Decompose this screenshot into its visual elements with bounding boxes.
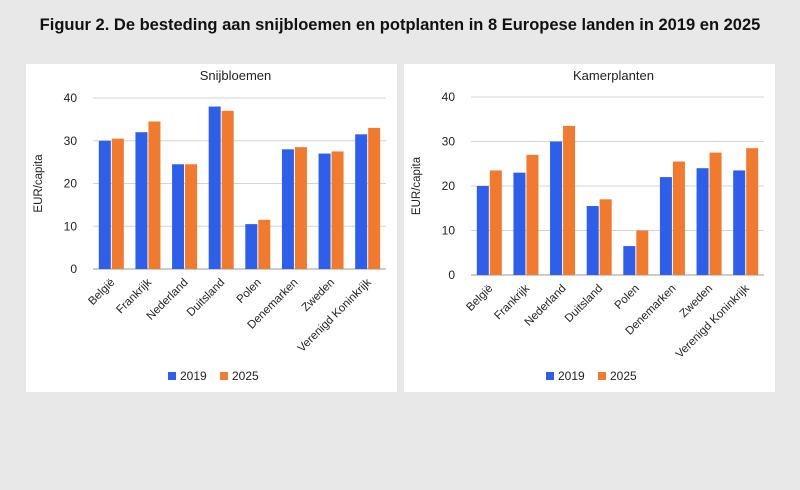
legend-label: 2019 — [180, 369, 207, 383]
bar-2019-2 — [172, 164, 185, 269]
bar-2025-1 — [526, 154, 539, 275]
legend-swatch — [546, 372, 554, 380]
bar-2025-5 — [294, 147, 307, 269]
bar-2019-4 — [623, 246, 636, 275]
x-tick-label: België — [86, 277, 117, 308]
bar-2019-0 — [476, 186, 489, 275]
bar-2025-7 — [746, 148, 759, 275]
x-tick-label: Duitsland — [185, 277, 227, 319]
x-tick-label: Polen — [235, 277, 264, 306]
bar-2025-6 — [709, 152, 722, 275]
bar-2025-4 — [636, 230, 649, 275]
chart-panel-kamerplanten: Kamerplanten 0 10 20 30 40 EUR/capita België Fra… — [404, 64, 775, 392]
bar-2019-2 — [550, 141, 563, 275]
bar-2025-0 — [111, 138, 124, 269]
bar-2019-0 — [98, 140, 111, 269]
x-tick-label: België — [464, 283, 495, 314]
bar-2019-6 — [696, 168, 709, 275]
bar-2025-1 — [148, 121, 161, 269]
bar-2025-3 — [221, 110, 234, 269]
x-tick-label: Zweden — [300, 277, 337, 314]
bar-2019-5 — [281, 149, 294, 269]
bar-2019-4 — [245, 224, 258, 269]
bar-2025-7 — [368, 127, 381, 269]
y-tick-label: 10 — [64, 219, 78, 233]
bar-2019-5 — [659, 177, 672, 275]
x-tick-label: Zweden — [678, 283, 715, 320]
x-tick-label: Polen — [613, 283, 642, 312]
bar-2025-3 — [599, 199, 612, 275]
x-tick-label: Verenigd Koninkrijk — [674, 282, 752, 360]
y-axis-label: EUR/capita — [33, 154, 45, 213]
legend-label: 2025 — [610, 369, 637, 383]
legend-label: 2019 — [558, 369, 585, 383]
y-axis-label: EUR/capita — [411, 156, 423, 215]
y-tick-label: 10 — [442, 224, 456, 238]
bar-2025-2 — [185, 164, 198, 269]
figure-title: Figuur 2. De besteding aan snijbloemen e… — [39, 16, 761, 34]
bar-2025-0 — [489, 170, 502, 275]
legend-label: 2025 — [232, 369, 259, 383]
legend-swatch — [168, 372, 176, 380]
chart-snijbloemen: Snijbloemen010203040EUR/capitaBelgiëFran… — [33, 68, 386, 383]
y-tick-label: 0 — [448, 268, 455, 282]
bar-2025-5 — [672, 161, 685, 275]
x-tick-label: Verenigd Koninkrijk — [296, 276, 374, 354]
y-tick-label: 30 — [64, 134, 78, 148]
chart-title: Kamerplanten — [573, 68, 654, 83]
bar-2019-7 — [355, 134, 368, 269]
y-tick-label: 0 — [70, 262, 77, 276]
bar-2019-3 — [208, 106, 221, 269]
bar-2025-2 — [563, 125, 576, 275]
chart-panel-snijbloemen: Snijbloemen 0 10 20 30 40 EUR/capita België Fran… — [26, 64, 397, 392]
y-tick-label: 40 — [442, 90, 456, 104]
bar-2025-6 — [331, 151, 344, 269]
bar-2025-4 — [258, 219, 271, 269]
bar-2019-7 — [733, 170, 746, 275]
y-tick-label: 20 — [442, 179, 456, 193]
y-tick-label: 40 — [64, 91, 78, 105]
bar-2019-1 — [135, 132, 148, 269]
bar-2019-1 — [513, 172, 526, 275]
bar-2019-3 — [586, 206, 599, 275]
y-tick-label: 20 — [64, 177, 78, 191]
chart-title: Snijbloemen — [200, 68, 272, 83]
legend-swatch — [598, 372, 606, 380]
bar-2019-6 — [318, 153, 331, 269]
x-tick-label: Duitsland — [563, 283, 605, 325]
legend-swatch — [220, 372, 228, 380]
chart-kamerplanten: Kamerplanten010203040EUR/capitaBelgiëFra… — [411, 68, 764, 383]
y-tick-label: 30 — [442, 135, 456, 149]
